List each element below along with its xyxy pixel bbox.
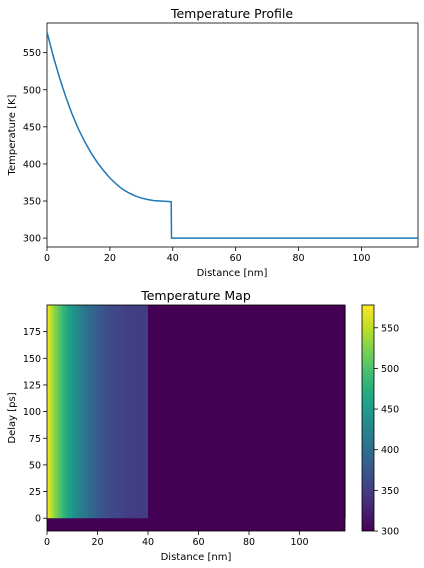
profile-x-tick-label: 100 — [352, 253, 370, 264]
colorbar — [362, 305, 374, 531]
map-y-tick-label: 75 — [29, 434, 41, 445]
profile-title: Temperature Profile — [170, 6, 293, 21]
colorbar-tick-label: 400 — [381, 445, 399, 456]
profile-x-tick-label: 20 — [104, 253, 116, 264]
colorbar-tick-label: 350 — [381, 486, 399, 497]
map-y-tick-label: 50 — [29, 460, 41, 471]
map-y-axis: 0 25 50 75 100 125 150 175 — [23, 327, 47, 525]
map-y-label: Delay [ps] — [7, 392, 18, 443]
map-y-tick-label: 0 — [35, 514, 41, 525]
colorbar-tick-label: 500 — [381, 364, 399, 375]
profile-y-tick-label: 400 — [23, 159, 41, 170]
map-x-tick-label: 100 — [290, 537, 308, 548]
map-title: Temperature Map — [140, 288, 251, 303]
profile-x-tick-label: 0 — [44, 253, 50, 264]
profile-plot-frame — [47, 23, 418, 247]
colorbar-tick-label: 300 — [381, 527, 399, 538]
map-x-tick-label: 0 — [44, 537, 50, 548]
map-x-axis: 0 20 40 60 80 100 — [44, 531, 309, 548]
profile-x-label: Distance [nm] — [197, 268, 268, 279]
profile-y-tick-label: 300 — [23, 234, 41, 245]
map-y-tick-label: 150 — [23, 354, 41, 365]
map-y-tick-label: 100 — [23, 407, 41, 418]
profile-y-axis: 300 350 400 450 500 550 — [23, 48, 47, 244]
profile-x-axis: 0 20 40 60 80 100 — [44, 247, 371, 264]
map-x-tick-label: 80 — [243, 537, 255, 548]
profile-y-tick-label: 550 — [23, 48, 41, 59]
map-y-tick-label: 25 — [29, 487, 41, 498]
profile-chart: Temperature Profile 0 20 40 60 80 100 300 350 4… — [7, 6, 418, 279]
colorbar-tick-label: 550 — [381, 323, 399, 334]
map-x-label: Distance [nm] — [161, 552, 232, 563]
map-cells — [47, 305, 346, 518]
profile-y-tick-label: 500 — [23, 85, 41, 96]
profile-x-tick-label: 40 — [167, 253, 179, 264]
map-y-tick-label: 175 — [23, 327, 41, 338]
map-y-tick-label: 125 — [23, 380, 41, 391]
map-x-tick-label: 40 — [142, 537, 154, 548]
profile-x-tick-label: 80 — [292, 253, 304, 264]
profile-y-label: Temperature [K] — [7, 94, 18, 176]
colorbar-ticks: 300 350 400 450 500 550 — [374, 323, 399, 537]
map-x-tick-label: 20 — [91, 537, 103, 548]
map-x-tick-label: 60 — [192, 537, 204, 548]
profile-y-tick-label: 350 — [23, 197, 41, 208]
map-chart: Temperature Map 0 20 40 60 80 100 0 25 50 75 100 1… — [7, 288, 399, 563]
profile-y-tick-label: 450 — [23, 122, 41, 133]
colorbar-tick-label: 450 — [381, 405, 399, 416]
profile-x-tick-label: 60 — [230, 253, 242, 264]
